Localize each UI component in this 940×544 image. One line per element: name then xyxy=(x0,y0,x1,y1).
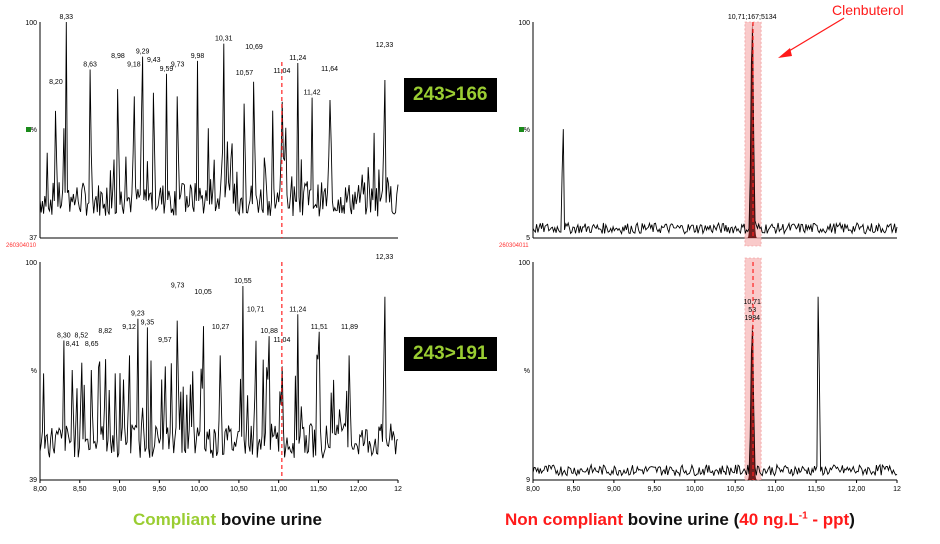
peak-label: 53 xyxy=(748,307,756,314)
y-tick-label-min: 9 xyxy=(526,477,530,484)
peak-label: 10,71;167;5134 xyxy=(728,14,777,21)
peak-label: 12,33 xyxy=(376,254,394,261)
x-tick-label: 12 xyxy=(394,486,402,493)
peak-label: 9,18 xyxy=(127,62,141,69)
chromatogram-trace xyxy=(39,285,399,459)
y-tick-label-min: 39 xyxy=(29,477,37,484)
sample-id-label: 260304011 xyxy=(499,243,529,249)
x-tick-label: 12,00 xyxy=(848,486,866,493)
peak-label: 9,35 xyxy=(141,319,155,326)
caption-ppt: ppt xyxy=(822,510,850,529)
transition-badge-bottom: 243>191 xyxy=(404,337,497,371)
x-tick-label: 9,00 xyxy=(113,486,127,493)
chromatogram-trace xyxy=(532,32,898,236)
peak-label: 8,82 xyxy=(98,328,112,335)
peak-label: 11,42 xyxy=(304,90,321,97)
x-tick-label: 10,50 xyxy=(230,486,248,493)
clenbuterol-label: Clenbuterol xyxy=(832,2,904,18)
x-tick-label: 8,00 xyxy=(526,486,540,493)
chromatogram-trace xyxy=(532,296,898,478)
x-tick-label: 10,00 xyxy=(686,486,704,493)
y-tick-label-max: 100 xyxy=(518,260,530,267)
caption-close: ) xyxy=(849,510,855,529)
caption-exponent: -1 xyxy=(798,510,808,522)
peak-label: 1984 xyxy=(744,315,760,322)
peak-label: 8,33 xyxy=(59,14,73,21)
x-tick-label: 11,50 xyxy=(310,486,327,493)
x-tick-label: 10,00 xyxy=(190,486,208,493)
sample-id-label: 260304010 xyxy=(6,243,37,249)
clenbuterol-peak-fill xyxy=(747,323,758,480)
x-tick-label: 8,00 xyxy=(33,486,47,493)
peak-label: 10,88 xyxy=(260,328,278,335)
peak-label: 8,41 xyxy=(66,341,80,348)
x-tick-label: 8,50 xyxy=(73,486,87,493)
peak-label: 8,20 xyxy=(49,79,63,86)
peak-label: 10,05 xyxy=(194,289,212,296)
y-tick-label-max: 100 xyxy=(25,260,37,267)
x-tick-label: 9,00 xyxy=(607,486,621,493)
caption-noncompliant: Non compliant bovine urine (40 ng.L-1 - … xyxy=(505,510,855,530)
peak-label: 8,98 xyxy=(111,53,125,60)
x-tick-label: 12,00 xyxy=(349,486,367,493)
caption-compliant-rest: bovine urine xyxy=(216,510,322,529)
peak-label: 8,63 xyxy=(83,62,97,69)
peak-label: 9,12 xyxy=(122,324,136,331)
peak-label: 9,98 xyxy=(191,53,205,60)
peak-label: 10,55 xyxy=(234,278,252,285)
peak-label: 8,30 xyxy=(57,332,71,339)
peak-label: 12,33 xyxy=(376,42,394,49)
peak-label: 9,73 xyxy=(171,62,185,69)
chromatogram-trace xyxy=(39,21,399,217)
x-tick-label: 10,50 xyxy=(726,486,744,493)
x-tick-label: 11,50 xyxy=(808,486,825,493)
peak-label: 11,64 xyxy=(321,66,338,73)
clenbuterol-arrow xyxy=(783,17,845,55)
y-tick-label-min: 37 xyxy=(29,235,37,242)
y-axis-label: % xyxy=(524,368,530,375)
peak-label: 11,51 xyxy=(311,324,328,331)
peak-label: 11,24 xyxy=(289,306,306,313)
peak-label: 10,27 xyxy=(212,324,230,331)
peak-label: 8,65 xyxy=(85,341,99,348)
clenbuterol-arrowhead xyxy=(778,48,792,58)
caption-compliant: Compliant bovine urine xyxy=(133,510,322,530)
caption-concentration: 40 ng.L xyxy=(739,510,799,529)
channel-marker-icon xyxy=(26,127,31,132)
peak-label: 9,73 xyxy=(171,282,185,289)
y-tick-label-min: 5 xyxy=(526,235,530,242)
x-tick-label: 11,00 xyxy=(270,486,287,493)
caption-compliant-highlight: Compliant xyxy=(133,510,217,529)
peak-label: 10,69 xyxy=(245,44,263,51)
clenbuterol-peak-fill xyxy=(747,22,758,238)
peak-label: 10,57 xyxy=(236,70,254,77)
y-axis-label: % xyxy=(31,368,37,375)
caption-dash: - xyxy=(807,510,823,529)
peak-label: 9,23 xyxy=(131,311,145,318)
peak-label: 11,89 xyxy=(341,324,358,331)
y-tick-label-max: 100 xyxy=(25,20,37,27)
y-axis-label: % xyxy=(31,127,37,134)
peak-label: 10,31 xyxy=(215,36,233,43)
y-tick-label-max: 100 xyxy=(518,20,530,27)
x-tick-label: 9,50 xyxy=(648,486,662,493)
caption-noncompliant-middle: bovine urine ( xyxy=(623,510,740,529)
peak-label: 9,57 xyxy=(158,337,172,344)
caption-noncompliant-highlight: Non compliant xyxy=(505,510,624,529)
x-tick-label: 8,50 xyxy=(567,486,581,493)
x-tick-label: 9,50 xyxy=(153,486,167,493)
peak-label: 11,24 xyxy=(289,55,306,62)
channel-marker-icon xyxy=(519,127,524,132)
peak-label: 9,29 xyxy=(136,49,150,56)
peak-label: 10,71 xyxy=(743,299,761,306)
peak-label: 9,59 xyxy=(160,66,174,73)
y-axis-label: % xyxy=(524,127,530,134)
peak-label: 8,52 xyxy=(75,332,89,339)
x-tick-label: 12 xyxy=(893,486,901,493)
x-tick-label: 11,00 xyxy=(767,486,784,493)
transition-badge-top: 243>166 xyxy=(404,78,497,112)
peak-label: 9,43 xyxy=(147,57,161,64)
peak-label: 10,71 xyxy=(247,306,265,313)
